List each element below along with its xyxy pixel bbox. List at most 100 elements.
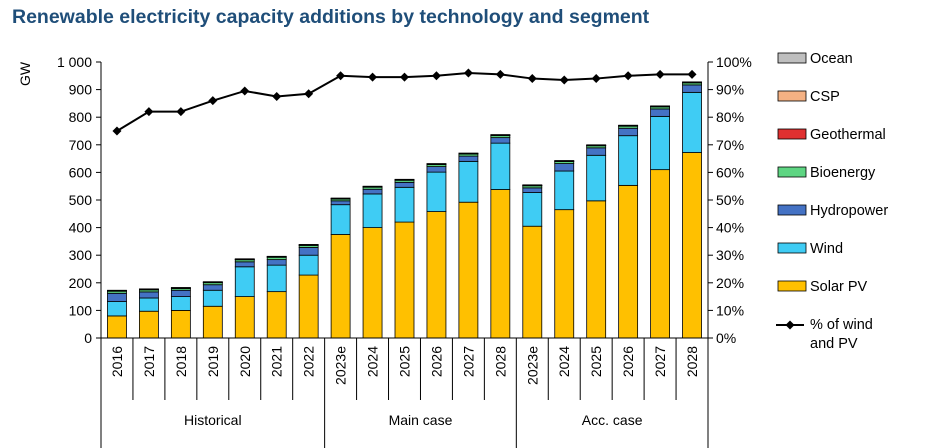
bar-wind — [682, 91, 702, 153]
y2-axis-ticks: 0% 10% 20% 30% 40% 50% 60% 70% 80% 90% 100% — [708, 54, 752, 346]
line-marker — [208, 96, 218, 106]
line-marker — [240, 86, 250, 96]
line-marker — [495, 69, 505, 79]
bar-wind — [394, 186, 415, 223]
y2-tick-label: 30% — [716, 247, 744, 263]
bar-ocean — [107, 289, 127, 292]
y2-tick-label: 70% — [716, 137, 744, 153]
bar-hydropower — [330, 200, 351, 206]
bar-solar-pv — [139, 310, 159, 339]
bar-ocean — [682, 81, 702, 83]
bar-solar-pv — [394, 221, 415, 339]
bar-ocean — [139, 288, 159, 290]
bar-hydropower — [554, 163, 575, 172]
legend-label-bioenergy: Bioenergy — [810, 165, 876, 181]
bar-ocean — [362, 185, 383, 188]
bar-solar-pv — [234, 296, 255, 339]
bar-hydropower — [234, 261, 255, 268]
bar-hydropower — [426, 166, 447, 173]
x-tick-label: 2028 — [684, 346, 700, 377]
bar-hydropower — [170, 289, 191, 298]
legend-label-geothermal: Geothermal — [810, 127, 886, 143]
x-tick-label: 2026 — [428, 346, 444, 377]
bar-wind — [139, 297, 159, 312]
y2-tick-label: 50% — [716, 192, 744, 208]
x-tick-label: 2024 — [365, 346, 381, 377]
legend-swatch-csp — [777, 90, 807, 102]
x-tick-label: 2025 — [397, 346, 413, 377]
y-tick-label: 700 — [69, 137, 93, 153]
bar-ocean — [394, 178, 415, 181]
bar-hydropower — [202, 284, 223, 291]
bar-ocean — [330, 197, 351, 199]
bar-ocean — [586, 144, 607, 146]
bar-solar-pv — [362, 227, 383, 339]
x-axis-groups: Historical Main case Acc. case — [100, 400, 709, 448]
bar-ocean — [298, 244, 319, 246]
y-tick-label: 100 — [69, 302, 93, 318]
x-tick-label: 2016 — [109, 346, 125, 377]
x-tick-label: 2027 — [652, 346, 668, 377]
bar-wind — [107, 301, 127, 317]
bar-ocean — [554, 160, 575, 162]
bar-ocean — [650, 105, 670, 107]
legend-swatch-ocean — [777, 52, 807, 64]
bar-wind — [362, 193, 383, 228]
bar-ocean — [458, 152, 479, 154]
bar-solar-pv — [298, 274, 319, 339]
x-tick-label: 2025 — [588, 346, 604, 377]
y-tick-label: 800 — [69, 109, 93, 125]
y-axis-label: GW — [17, 61, 33, 86]
bar-ocean — [490, 134, 511, 136]
bar-hydropower — [522, 187, 543, 193]
bar-wind — [522, 192, 543, 227]
bar-solar-pv — [426, 211, 447, 339]
bar-ocean — [426, 163, 447, 165]
x-tick-label: 2023e — [524, 346, 540, 385]
legend-label-line: % of wind and PV — [810, 317, 873, 352]
bar-solar-pv — [650, 169, 670, 339]
x-tick-label: 2021 — [269, 346, 285, 377]
x-tick-label: 2026 — [620, 346, 636, 377]
legend-label-hydropower: Hydropower — [810, 203, 888, 219]
x-tick-label: 2027 — [460, 346, 476, 377]
y2-tick-label: 80% — [716, 109, 744, 125]
legend-swatch-bioenergy — [777, 166, 807, 178]
y-tick-label: 600 — [69, 164, 93, 180]
bar-hydropower — [650, 108, 670, 117]
bar-ocean — [266, 255, 287, 258]
y2-tick-label: 0% — [716, 330, 736, 346]
y-axis-ticks: 0 100 200 300 400 500 600 700 800 900 1 000 — [57, 54, 101, 346]
legend-label-solar-pv: Solar PV — [810, 279, 868, 295]
bar-solar-pv — [490, 189, 511, 339]
legend: Ocean CSP Geothermal Bioenergy Hydropower Win… — [776, 51, 888, 352]
legend-label-csp: CSP — [810, 89, 840, 105]
x-tick-label: 2022 — [301, 346, 317, 377]
bar-hydropower — [394, 181, 415, 188]
line-marker — [144, 107, 154, 117]
bar-wind — [298, 254, 319, 276]
bar-solar-pv — [522, 225, 543, 339]
line-series — [112, 68, 697, 136]
line-marker — [176, 107, 186, 117]
bars — [107, 81, 702, 339]
bar-hydropower — [107, 292, 127, 302]
bar-ocean — [170, 287, 191, 289]
bar-wind — [554, 170, 575, 211]
y-tick-label: 200 — [69, 275, 93, 291]
line-marker — [527, 74, 537, 84]
line-marker — [112, 126, 122, 136]
x-tick-label: 2020 — [237, 346, 253, 377]
y-tick-label: 500 — [69, 192, 93, 208]
bar-hydropower — [682, 84, 702, 93]
y-tick-label: 1 000 — [57, 54, 92, 70]
bar-solar-pv — [458, 201, 479, 339]
bar-solar-pv — [330, 234, 351, 339]
bar-solar-pv — [618, 184, 639, 339]
bar-wind — [234, 266, 255, 297]
chart-title: Renewable electricity capacity additions… — [12, 6, 650, 28]
bar-hydropower — [362, 188, 383, 195]
y-tick-label: 0 — [84, 330, 92, 346]
bar-wind — [618, 135, 639, 186]
